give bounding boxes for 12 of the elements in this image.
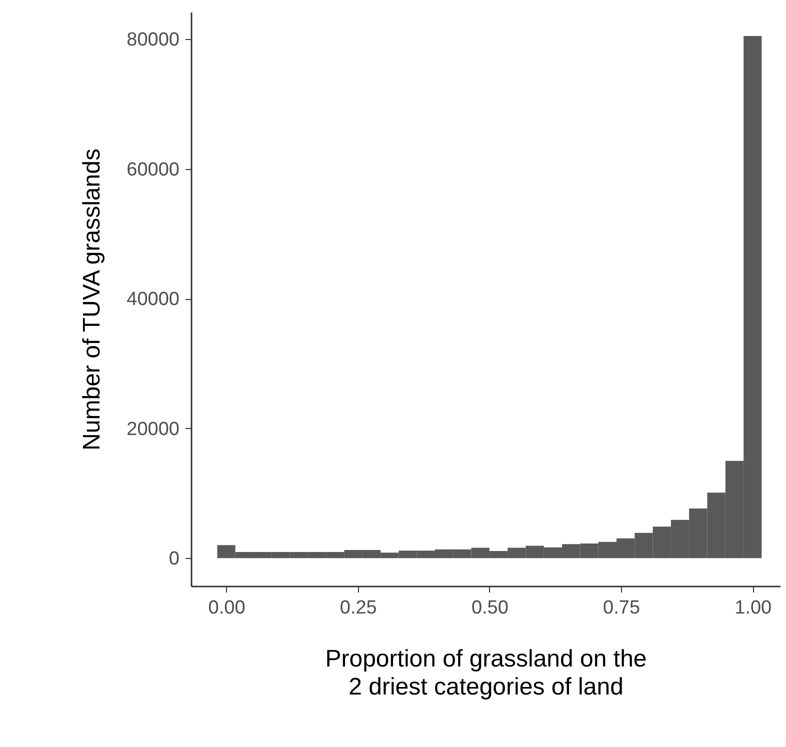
y-tick-label: 60000: [126, 159, 180, 180]
x-tick-label: 0.75: [603, 598, 640, 618]
y-tick-label: 20000: [126, 418, 180, 440]
x-tick-label: 1.00: [734, 598, 772, 618]
y-tick-label: 80000: [126, 30, 180, 51]
x-tick-label: 0.50: [471, 598, 508, 618]
x-tick-label: 0.00: [208, 598, 246, 618]
y-tick-label: 40000: [126, 289, 180, 310]
y-tick-label: 0: [168, 548, 180, 570]
x-axis-title: Proportion of grassland on the 2 driest categories of land: [325, 646, 647, 700]
y-axis-title: Number of TUVA grasslands: [78, 148, 106, 450]
x-tick-label: 0.25: [340, 598, 377, 618]
